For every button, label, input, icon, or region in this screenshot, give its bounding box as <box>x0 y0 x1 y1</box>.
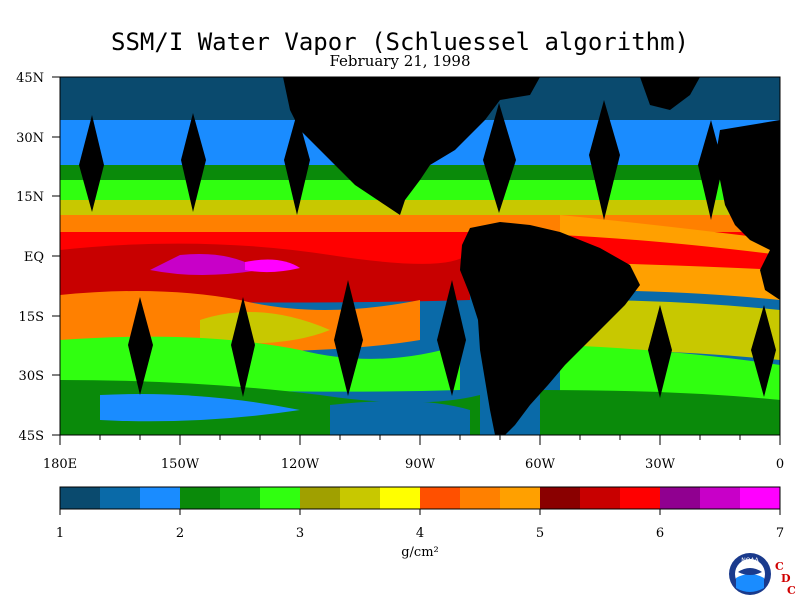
lat-label: 15S <box>19 310 44 325</box>
greenland-landmass <box>640 77 700 110</box>
map-date: February 21, 1998 <box>329 52 471 70</box>
colorbar-swatch <box>460 487 501 509</box>
colorbar-label: 5 <box>536 526 544 541</box>
colorbar-swatch <box>700 487 741 509</box>
colorbar-swatch <box>540 487 581 509</box>
colorbar-label: 3 <box>296 526 304 541</box>
colorbar-unit: g/cm² <box>401 545 439 560</box>
lon-labels: 180E 150W 120W 90W 60W 30W 0 <box>43 457 784 472</box>
colorbar-swatch <box>420 487 461 509</box>
vapor-field <box>60 77 780 435</box>
colorbar-label: 1 <box>56 526 64 541</box>
colorbar-swatch <box>140 487 181 509</box>
lon-label: 150W <box>161 457 200 472</box>
lon-label: 120W <box>281 457 320 472</box>
colorbar-label: 6 <box>656 526 664 541</box>
map-title: SSM/I Water Vapor (Schluessel algorithm) <box>111 28 689 56</box>
colorbar-swatch <box>180 487 221 509</box>
colorbar-swatch <box>580 487 621 509</box>
logo-letter: C <box>775 560 784 573</box>
noaa-text: NOAA <box>741 557 759 564</box>
colorbar-swatch <box>300 487 341 509</box>
lat-labels: 45N 30N 15N EQ 15S 30S 45S <box>16 71 44 444</box>
colorbar-labels: 1 2 3 4 5 6 7 <box>56 526 784 541</box>
colorbar-swatch <box>660 487 701 509</box>
lon-label: 180E <box>43 457 77 472</box>
colorbar <box>60 487 781 509</box>
lat-label: 30S <box>19 369 44 384</box>
colorbar-swatch <box>100 487 141 509</box>
lon-label: 0 <box>776 457 784 472</box>
lat-label: 45N <box>16 71 44 86</box>
colorbar-swatch <box>340 487 381 509</box>
lat-label: EQ <box>24 250 44 265</box>
colorbar-ticks <box>59 509 781 515</box>
lon-label: 90W <box>405 457 436 472</box>
noaa-cdc-logo: NOAA C D C <box>729 553 796 597</box>
colorbar-swatch <box>220 487 261 509</box>
colorbar-label: 7 <box>776 526 784 541</box>
swath-gaps <box>79 100 776 398</box>
lat-label: 30N <box>16 131 44 146</box>
lon-label: 60W <box>525 457 556 472</box>
colorbar-swatch <box>500 487 541 509</box>
africa-landmass <box>715 120 780 300</box>
colorbar-label: 4 <box>416 526 424 541</box>
colorbar-label: 2 <box>176 526 184 541</box>
lat-label: 15N <box>16 190 44 205</box>
lat-ticks <box>52 76 60 436</box>
colorbar-swatch <box>620 487 661 509</box>
colorbar-swatch <box>380 487 421 509</box>
lon-ticks <box>59 435 781 445</box>
colorbar-swatch <box>260 487 301 509</box>
south-america-landmass <box>460 222 640 435</box>
logo-letter: C <box>787 584 796 597</box>
lat-label: 45S <box>19 429 44 444</box>
lon-label: 30W <box>645 457 676 472</box>
logo-letter: D <box>781 572 791 585</box>
colorbar-swatch <box>740 487 781 509</box>
north-america-landmass <box>283 77 540 215</box>
colorbar-swatch <box>60 487 101 509</box>
